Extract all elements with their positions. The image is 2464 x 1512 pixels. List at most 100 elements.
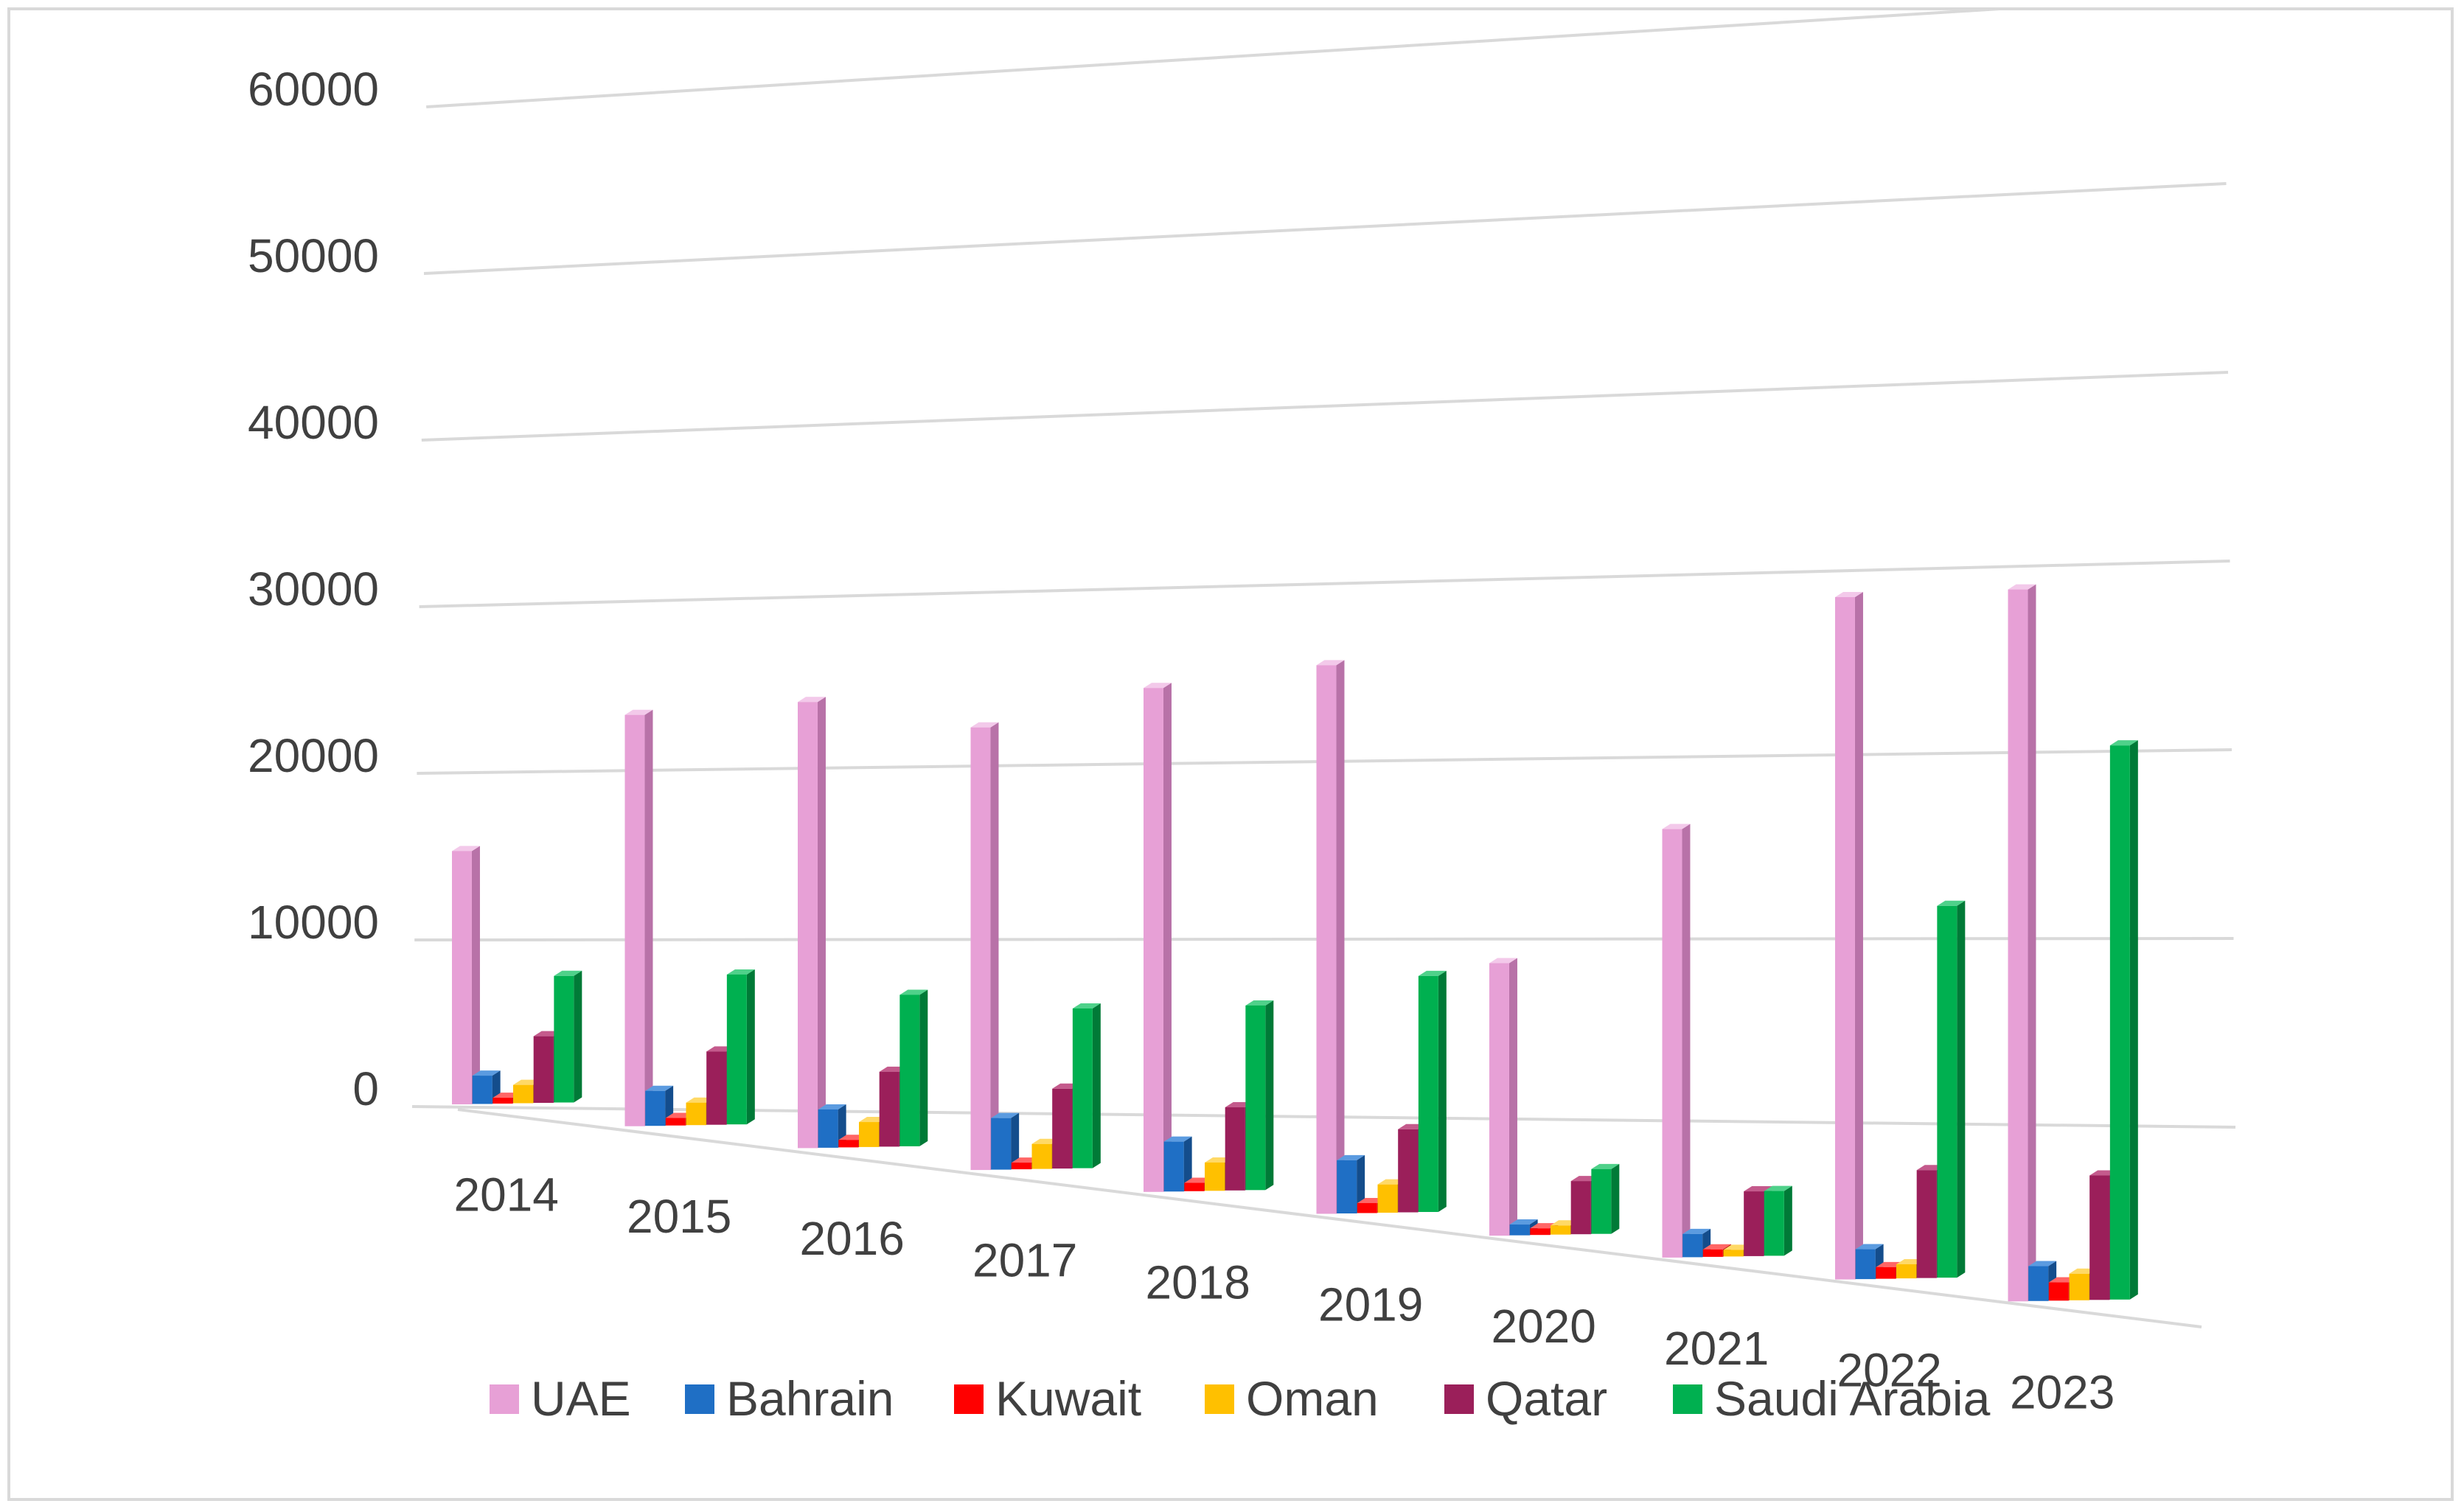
- y-tick-label: 20000: [248, 729, 379, 782]
- bar-top: [1418, 970, 1447, 976]
- bar-front: [991, 1118, 1012, 1170]
- legend-item-qatar: Qatar: [1444, 1371, 1607, 1426]
- x-tick-label: 2014: [453, 1168, 558, 1221]
- bar-uae-2020: [1489, 958, 1517, 1236]
- x-tick-label: 2015: [627, 1190, 731, 1243]
- bar-front: [493, 1098, 513, 1104]
- bar-uae-2016: [798, 697, 826, 1149]
- bar-front: [2109, 745, 2130, 1300]
- bar-front: [1205, 1162, 1225, 1191]
- gridline: [421, 371, 2229, 442]
- bar-bahrain-2016: [818, 1104, 846, 1148]
- bar-front: [1551, 1225, 1570, 1235]
- bar-top: [1337, 1154, 1365, 1160]
- legend-label: Kuwait: [995, 1371, 1141, 1426]
- bar-side: [644, 709, 653, 1126]
- bar-top: [452, 846, 480, 851]
- bar-top: [624, 709, 653, 715]
- bar-front: [624, 714, 645, 1126]
- bar-front: [1682, 1233, 1703, 1258]
- bar-side: [1783, 1185, 1792, 1256]
- legend-swatch: [1205, 1384, 1234, 1414]
- y-tick-label: 60000: [248, 63, 379, 116]
- bar-front: [1398, 1129, 1419, 1213]
- y-axis-tick-labels: 0 10000 20000 30000 40000 50000 60000: [248, 63, 379, 1115]
- bar-top: [1682, 1228, 1711, 1234]
- bar-saudi-arabia-2022: [1937, 900, 1966, 1278]
- bar-top: [1937, 900, 1966, 906]
- bar-side: [1854, 592, 1863, 1280]
- bar-top: [1764, 1185, 1792, 1191]
- bar-front: [1702, 1249, 1723, 1257]
- bar-top: [726, 969, 755, 975]
- bar-uae-2023: [2008, 584, 2036, 1302]
- bar-side: [1265, 1000, 1274, 1191]
- bar-top: [1744, 1186, 1772, 1192]
- bar-saudi-arabia-2017: [1072, 1003, 1101, 1168]
- bar-top: [1855, 1244, 1884, 1250]
- x-tick-label: 2018: [1145, 1256, 1250, 1309]
- bar-top: [899, 989, 928, 995]
- bar-saudi-arabia-2015: [726, 969, 755, 1125]
- bar-front: [2028, 1266, 2049, 1301]
- bar-saudi-arabia-2014: [554, 970, 582, 1103]
- y-tick-label: 50000: [248, 229, 379, 282]
- bar-side: [471, 846, 480, 1104]
- bar-front: [798, 702, 818, 1149]
- bar-saudi-arabia-2016: [899, 989, 928, 1146]
- gridline: [423, 182, 2227, 275]
- bar-saudi-arabia-2021: [1764, 1185, 1792, 1256]
- bar-uae-2017: [970, 722, 999, 1171]
- bar-top: [1591, 1163, 1620, 1169]
- bar-side: [2028, 584, 2036, 1302]
- bar-top: [554, 970, 582, 976]
- bar-top: [2028, 1261, 2057, 1267]
- bar-bahrain-2017: [991, 1112, 1020, 1170]
- bar-uae-2019: [1316, 660, 1345, 1214]
- bar-front: [726, 974, 747, 1125]
- legend-label: Qatar: [1486, 1371, 1607, 1426]
- x-tick-label: 2020: [1491, 1300, 1595, 1353]
- bar-side: [574, 970, 582, 1103]
- bar-saudi-arabia-2019: [1418, 970, 1447, 1213]
- bar-front: [1937, 905, 1957, 1278]
- bar-front: [1011, 1163, 1031, 1170]
- bar-front: [1509, 1224, 1530, 1236]
- bar-front: [1163, 1141, 1184, 1192]
- chart-svg: 0 10000 20000 30000 40000 50000 60000 2014 2015…: [248, 10, 2236, 1426]
- bar-side: [1611, 1163, 1620, 1234]
- legend-swatch: [685, 1384, 714, 1414]
- bar-front: [2008, 589, 2028, 1302]
- bar-front: [1723, 1250, 1744, 1257]
- bar-side: [2129, 740, 2138, 1300]
- chart-frame: 0 10000 20000 30000 40000 50000 60000 2014 2015…: [7, 7, 2454, 1501]
- bar-bahrain-2019: [1337, 1154, 1365, 1213]
- bar-top: [970, 722, 999, 728]
- bar-side: [1957, 900, 1966, 1278]
- x-tick-label: 2021: [1664, 1322, 1769, 1375]
- bar-front: [533, 1036, 554, 1104]
- bar-front: [665, 1118, 686, 1126]
- bar-front: [1337, 1160, 1357, 1213]
- bar-front: [472, 1076, 493, 1104]
- bar-side: [1336, 660, 1345, 1214]
- bar-front: [554, 975, 574, 1103]
- legend-item-oman: Oman: [1205, 1371, 1379, 1426]
- bar-uae-2021: [1662, 823, 1691, 1258]
- bar-top: [2008, 584, 2036, 590]
- bar-side: [1092, 1003, 1101, 1168]
- bar-top: [472, 1070, 501, 1076]
- bar-front: [1316, 665, 1337, 1214]
- bar-saudi-arabia-2020: [1591, 1163, 1620, 1234]
- legend: UAE Bahrain Kuwait Oman Qatar Saudi Arabia: [490, 1371, 1991, 1426]
- bar-top: [1489, 958, 1517, 964]
- gridline: [426, 10, 2000, 108]
- bar-front: [645, 1090, 666, 1126]
- legend-label: Oman: [1246, 1371, 1379, 1426]
- bar-front: [2048, 1282, 2069, 1301]
- bar-front: [879, 1071, 899, 1147]
- bar-front: [1144, 688, 1163, 1192]
- bar-uae-2015: [624, 709, 653, 1126]
- legend-swatch: [1444, 1384, 1474, 1414]
- legend-label: Saudi Arabia: [1714, 1371, 1991, 1426]
